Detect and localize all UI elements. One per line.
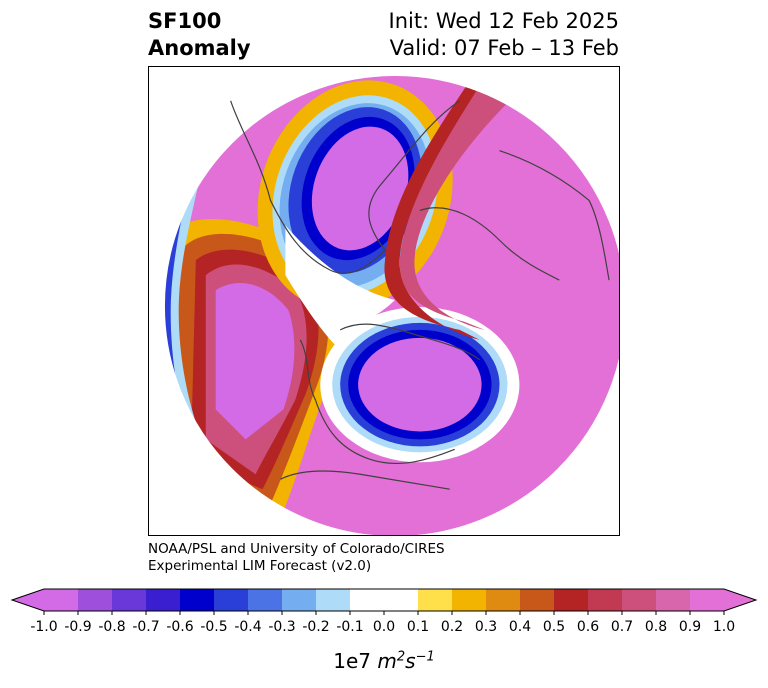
units-s: s bbox=[405, 649, 416, 673]
colorbar-swatch bbox=[690, 589, 725, 611]
colorbar-tick-label: -0.4 bbox=[234, 619, 261, 635]
colorbar-swatch bbox=[214, 589, 249, 611]
colorbar-swatch bbox=[112, 589, 147, 611]
colorbar-tick-label: 0.9 bbox=[679, 619, 701, 635]
colorbar-tick-label: -0.8 bbox=[98, 619, 125, 635]
colorbar-tick-label: 0.0 bbox=[373, 619, 395, 635]
colorbar-tick-label: 0.8 bbox=[645, 619, 667, 635]
init-date-label: Init: Wed 12 Feb 2025 bbox=[388, 9, 619, 33]
colorbar-swatch bbox=[350, 589, 385, 611]
colorbar-swatch bbox=[180, 589, 215, 611]
units-s-exponent: −1 bbox=[415, 649, 435, 665]
colorbar-tick-label: -0.7 bbox=[132, 619, 159, 635]
colorbar-swatches bbox=[44, 589, 725, 611]
colorbar-tick-label: -0.3 bbox=[268, 619, 295, 635]
map-disc bbox=[163, 74, 619, 535]
units-base: 1e7 bbox=[333, 649, 378, 673]
colorbar-over-arrow bbox=[724, 589, 756, 611]
eurasia-positive-boundary bbox=[384, 80, 500, 340]
colorbar-tick-label: 0.5 bbox=[543, 619, 565, 635]
colorbar-swatch bbox=[452, 589, 487, 611]
anomaly-label: Anomaly bbox=[148, 36, 251, 60]
colorbar-swatch bbox=[78, 589, 113, 611]
colorbar-tick-label: 0.7 bbox=[611, 619, 633, 635]
plot-title-right: Init: Wed 12 Feb 2025 Valid: 07 Feb – 13… bbox=[389, 8, 619, 62]
credit-text: NOAA/PSL and University of Colorado/CIRE… bbox=[148, 541, 445, 575]
credit-line-1: NOAA/PSL and University of Colorado/CIRE… bbox=[148, 541, 445, 557]
anomaly-map bbox=[163, 74, 619, 535]
colorbar-tick-label: -0.1 bbox=[336, 619, 363, 635]
colorbar-units-label: 1e7 m2s−1 bbox=[0, 649, 768, 673]
plot-title-left: SF100 Anomaly bbox=[148, 8, 251, 62]
valid-period-label: Valid: 07 Feb – 13 Feb bbox=[389, 36, 619, 60]
colorbar-tick-label: -0.6 bbox=[166, 619, 193, 635]
colorbar-tick-labels: -1.0 -0.9 -0.8 -0.7 -0.6 -0.5 -0.4 -0.3 -0.2 -0.1… bbox=[30, 611, 735, 635]
colorbar-under-arrow bbox=[12, 589, 44, 611]
colorbar-tick-label: 0.2 bbox=[441, 619, 463, 635]
variable-label: SF100 bbox=[148, 9, 222, 33]
credit-line-2: Experimental LIM Forecast (v2.0) bbox=[148, 558, 372, 574]
colorbar-tick-label: -0.5 bbox=[200, 619, 227, 635]
colorbar: -1.0 -0.9 -0.8 -0.7 -0.6 -0.5 -0.4 -0.3 -0.2 -0.1… bbox=[10, 588, 758, 635]
colorbar-swatch bbox=[44, 589, 79, 611]
units-m: m bbox=[377, 649, 397, 673]
colorbar-swatch bbox=[588, 589, 623, 611]
coastlines bbox=[230, 100, 610, 490]
colorbar-tick-label: 0.1 bbox=[407, 619, 429, 635]
colorbar-swatch bbox=[622, 589, 657, 611]
colorbar-tick-label: 0.3 bbox=[475, 619, 497, 635]
colorbar-tick-label: -0.2 bbox=[302, 619, 329, 635]
colorbar-swatch bbox=[146, 589, 181, 611]
colorbar-tick-label: -1.0 bbox=[30, 619, 57, 635]
colorbar-swatch bbox=[656, 589, 691, 611]
colorbar-swatch bbox=[520, 589, 555, 611]
units-m-exponent: 2 bbox=[396, 649, 406, 665]
colorbar-swatch bbox=[316, 589, 351, 611]
colorbar-swatch bbox=[248, 589, 283, 611]
colorbar-swatch bbox=[282, 589, 317, 611]
colorbar-tick-label: -0.9 bbox=[64, 619, 91, 635]
colorbar-swatch bbox=[486, 589, 521, 611]
colorbar-swatch bbox=[554, 589, 589, 611]
colorbar-tick-label: 1.0 bbox=[713, 619, 735, 635]
colorbar-swatch bbox=[418, 589, 453, 611]
map-panel bbox=[148, 66, 620, 536]
colorbar-tick-label: 0.4 bbox=[509, 619, 531, 635]
colorbar-swatch bbox=[384, 589, 419, 611]
colorbar-tick-label: 0.6 bbox=[577, 619, 599, 635]
